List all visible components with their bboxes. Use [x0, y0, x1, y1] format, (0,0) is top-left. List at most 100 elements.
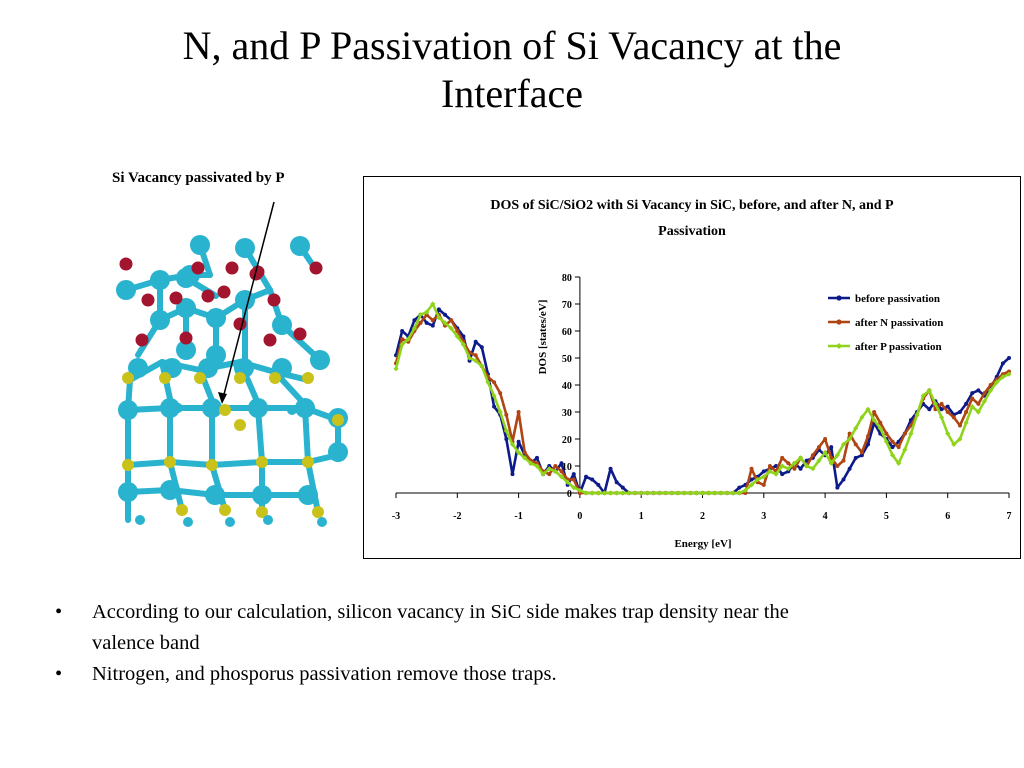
o-atom — [233, 317, 247, 331]
series-line — [394, 302, 1010, 495]
data-point — [663, 490, 669, 496]
data-point — [412, 318, 417, 323]
data-point — [430, 323, 435, 328]
data-point — [878, 420, 883, 425]
data-point — [859, 450, 864, 455]
o-atom — [179, 331, 193, 345]
molecule-label: Si Vacancy passivated by P — [112, 170, 285, 186]
c-atom — [194, 372, 206, 384]
x-tick-label: 2 — [700, 511, 705, 522]
si-atom-small — [287, 405, 297, 415]
data-point — [547, 472, 552, 477]
data-point — [742, 487, 749, 493]
o-atom — [201, 289, 215, 303]
data-point — [810, 453, 815, 458]
data-point — [761, 469, 766, 474]
si-atom — [118, 482, 138, 502]
c-atom — [269, 372, 281, 384]
data-point — [902, 447, 908, 453]
data-point — [699, 490, 706, 496]
data-point — [902, 431, 907, 436]
data-point — [399, 341, 405, 348]
c-atom — [234, 372, 246, 384]
data-point — [650, 490, 657, 496]
legend-label: before passivation — [855, 293, 940, 305]
y-tick-label: 80 — [562, 273, 572, 284]
data-point — [779, 463, 785, 469]
c-atom — [312, 506, 324, 518]
data-point — [473, 339, 478, 344]
data-point — [589, 490, 595, 496]
data-point — [939, 407, 944, 412]
y-tick-label: 10 — [562, 462, 572, 473]
data-point — [620, 490, 626, 496]
vacancy-arrow-head — [218, 392, 227, 404]
data-point — [522, 450, 527, 455]
data-point — [908, 418, 913, 423]
data-point — [951, 441, 957, 447]
y-tick-label: 60 — [562, 327, 572, 338]
y-tick-label: 20 — [562, 435, 572, 446]
data-point — [632, 490, 638, 496]
legend-label: after N passivation — [855, 317, 943, 329]
si-atom — [235, 238, 255, 258]
data-point — [1006, 371, 1012, 377]
data-point — [890, 439, 895, 444]
data-point — [608, 466, 613, 471]
si-atom — [176, 298, 196, 318]
data-point — [828, 460, 834, 466]
x-tick-label: -3 — [392, 511, 400, 522]
data-point — [847, 466, 852, 471]
data-point — [510, 472, 515, 477]
data-point — [504, 437, 509, 441]
legend-label: after P passivation — [855, 341, 942, 353]
data-point — [791, 460, 798, 466]
data-point — [479, 345, 484, 350]
data-point — [853, 425, 859, 431]
si-atom — [190, 235, 210, 255]
data-point — [430, 301, 436, 307]
series-after-P-passivation — [393, 301, 1012, 496]
data-point — [626, 490, 632, 496]
si-atom — [310, 350, 330, 370]
si-atom — [272, 315, 292, 335]
data-point — [461, 334, 466, 339]
data-point — [884, 431, 889, 436]
data-point — [614, 490, 620, 496]
data-point — [418, 320, 423, 325]
data-point — [877, 425, 883, 431]
data-point — [866, 434, 871, 439]
title-line-1: N, and P Passivation of Si Vacancy at th… — [182, 23, 842, 68]
data-point — [896, 445, 901, 450]
si-atom — [290, 236, 310, 256]
data-point — [834, 452, 840, 458]
data-point — [571, 472, 576, 477]
c-atom — [159, 372, 171, 384]
y-tick-label: 30 — [562, 408, 572, 419]
bullet-item: According to our calculation, silicon va… — [52, 597, 812, 659]
y-tick-label: 50 — [562, 354, 572, 365]
data-point — [596, 482, 601, 487]
chart-title-line-2: Passivation — [658, 224, 726, 239]
x-tick-label: 4 — [823, 511, 828, 522]
data-point — [473, 358, 479, 364]
data-point — [583, 490, 589, 496]
data-point — [595, 490, 601, 496]
data-point — [835, 485, 840, 490]
data-point — [547, 464, 552, 468]
data-point — [706, 490, 712, 496]
data-point — [872, 410, 877, 414]
data-point — [455, 329, 460, 333]
o-atom — [191, 261, 205, 275]
o-atom — [169, 291, 183, 305]
x-axis-label: Energy [eV] — [674, 538, 731, 550]
data-point — [810, 466, 816, 472]
legend-marker — [836, 295, 842, 301]
o-atom — [267, 293, 281, 307]
data-point — [853, 455, 858, 460]
o-atom — [251, 265, 265, 279]
data-point — [466, 355, 473, 361]
data-point — [957, 423, 962, 428]
data-point — [748, 482, 755, 488]
series-before-passivation — [394, 307, 1011, 495]
